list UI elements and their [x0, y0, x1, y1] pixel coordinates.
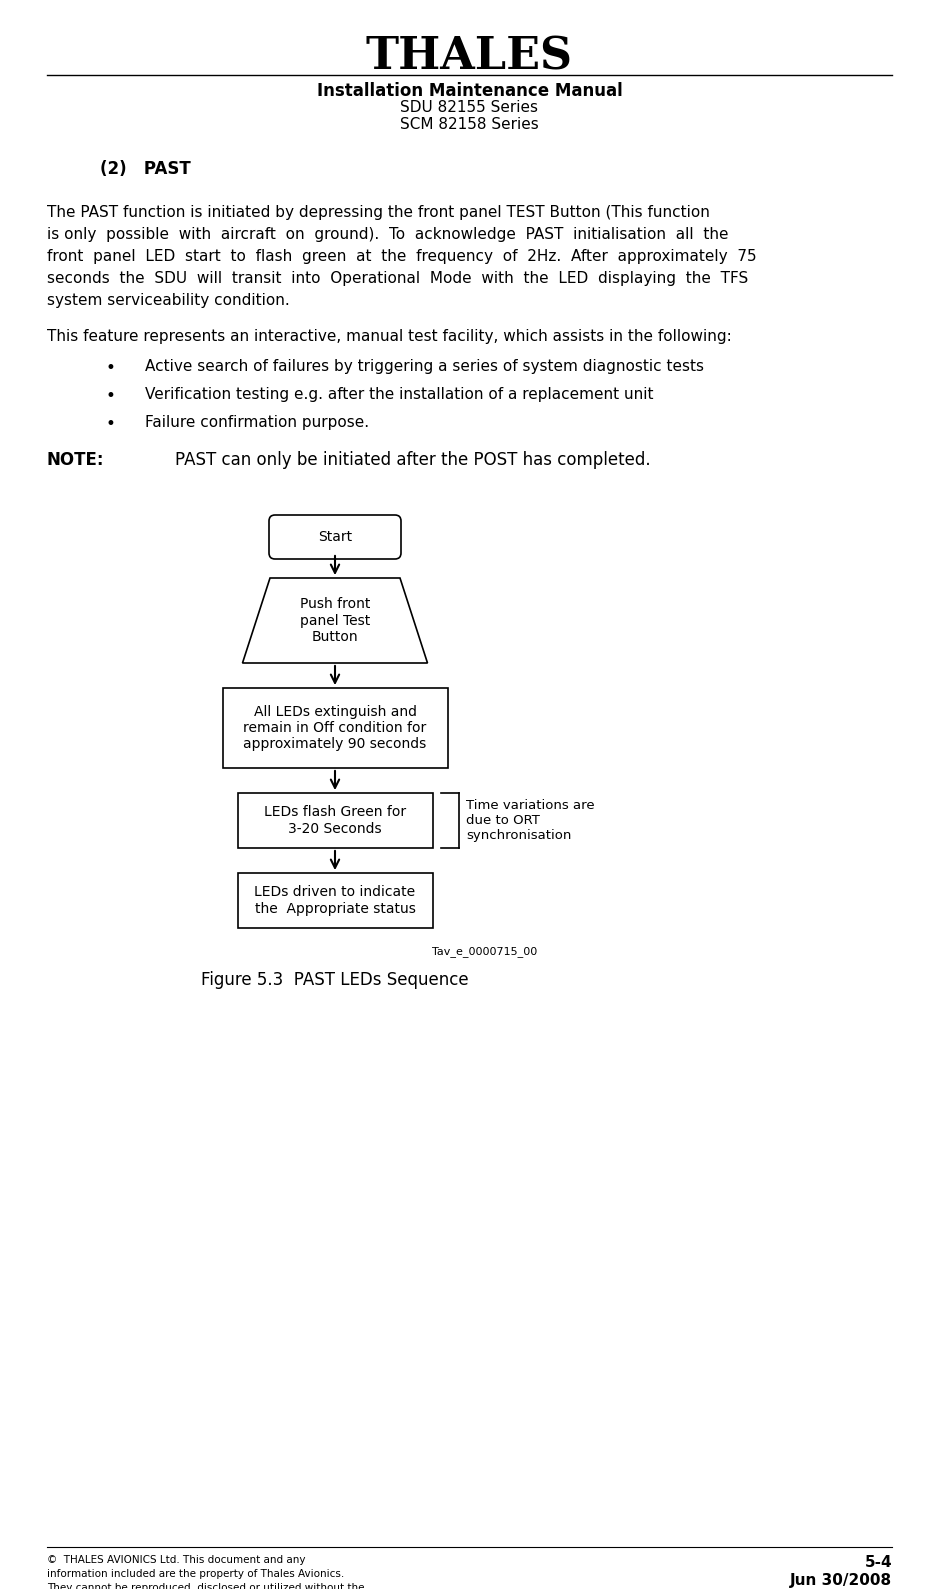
Text: system serviceability condition.: system serviceability condition. — [47, 292, 290, 308]
Text: (2)   PAST: (2) PAST — [100, 160, 191, 178]
Text: Failure confirmation purpose.: Failure confirmation purpose. — [145, 415, 369, 431]
Text: THALES: THALES — [366, 35, 573, 78]
Text: LEDs driven to indicate
the  Appropriate status: LEDs driven to indicate the Appropriate … — [254, 885, 416, 915]
Text: LEDs flash Green for
3-20 Seconds: LEDs flash Green for 3-20 Seconds — [264, 806, 406, 836]
Text: NOTE:: NOTE: — [47, 451, 104, 469]
Text: Tav_e_0000715_00: Tav_e_0000715_00 — [433, 945, 538, 957]
Bar — [238, 793, 433, 849]
Text: SCM 82158 Series: SCM 82158 Series — [400, 118, 539, 132]
Text: Installation Maintenance Manual: Installation Maintenance Manual — [316, 83, 623, 100]
Text: Push front
panel Test
Button: Push front panel Test Button — [300, 597, 370, 644]
Bar — [223, 688, 448, 767]
Text: Active search of failures by triggering a series of system diagnostic tests: Active search of failures by triggering … — [145, 359, 704, 373]
FancyBboxPatch shape — [269, 515, 401, 559]
Text: All LEDs extinguish and
remain in Off condition for
approximately 90 seconds: All LEDs extinguish and remain in Off co… — [243, 706, 426, 752]
Text: Time variations are
due to ORT
synchronisation: Time variations are due to ORT synchroni… — [467, 799, 595, 842]
Text: SDU 82155 Series: SDU 82155 Series — [401, 100, 538, 114]
Polygon shape — [242, 578, 427, 663]
Text: seconds  the  SDU  will  transit  into  Operational  Mode  with  the  LED  displ: seconds the SDU will transit into Operat… — [47, 272, 748, 286]
Text: is only  possible  with  aircraft  on  ground).  To  acknowledge  PAST  initiali: is only possible with aircraft on ground… — [47, 227, 729, 242]
Text: PAST can only be initiated after the POST has completed.: PAST can only be initiated after the POS… — [175, 451, 651, 469]
Text: •: • — [105, 359, 115, 377]
Text: •: • — [105, 415, 115, 432]
Text: This feature represents an interactive, manual test facility, which assists in t: This feature represents an interactive, … — [47, 329, 731, 343]
Text: ©  THALES AVIONICS Ltd. This document and any
information included are the prope: © THALES AVIONICS Ltd. This document and… — [47, 1556, 364, 1589]
Text: front  panel  LED  start  to  flash  green  at  the  frequency  of  2Hz.  After : front panel LED start to flash green at … — [47, 249, 757, 264]
Text: Figure 5.3  PAST LEDs Sequence: Figure 5.3 PAST LEDs Sequence — [201, 971, 469, 988]
Text: Verification testing e.g. after the installation of a replacement unit: Verification testing e.g. after the inst… — [145, 388, 654, 402]
Text: Start: Start — [318, 531, 352, 543]
Bar — [238, 872, 433, 928]
Text: •: • — [105, 388, 115, 405]
Text: 5-4: 5-4 — [865, 1556, 892, 1570]
Text: Jun 30/2008: Jun 30/2008 — [790, 1573, 892, 1587]
Text: The PAST function is initiated by depressing the front panel TEST Button (This f: The PAST function is initiated by depres… — [47, 205, 710, 219]
